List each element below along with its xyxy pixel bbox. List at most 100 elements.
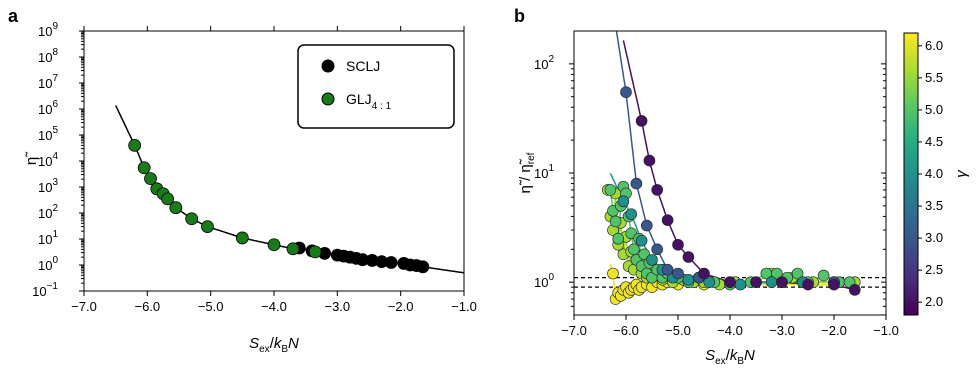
b-point: [651, 243, 664, 256]
colorbar-tick-label: 2.0: [925, 294, 943, 309]
a-ytick-exponent: 8: [52, 47, 58, 58]
a-ytick-exponent: 1: [52, 229, 58, 240]
colorbar-tick-label: 4.5: [925, 134, 943, 149]
a-ytick-exponent: 6: [52, 99, 58, 110]
panel-a-label: a: [8, 6, 19, 26]
legend-marker-glj: [321, 92, 335, 106]
colorbar-tick-label: 5.0: [925, 102, 943, 117]
ylabel-b-slash: /: [517, 173, 534, 186]
xlabel-b-B: B: [737, 356, 744, 367]
a-ytick-exponent: 5: [52, 125, 58, 136]
legend-label-glj: GLJ4 : 1: [346, 91, 392, 112]
b-ytick-exponent: 1: [548, 163, 554, 174]
a-ytick-label: 107: [38, 73, 58, 91]
a-ytick-label: 106: [38, 99, 58, 117]
a-xtick-label: −4.0: [261, 299, 287, 314]
panel-a-ylabel: η̃: [23, 151, 40, 165]
b-point: [651, 184, 664, 196]
a-point-glj: [267, 238, 281, 252]
legend-label-glj-main: GLJ: [346, 91, 372, 107]
b-point: [828, 278, 840, 291]
a-xtick-label: −1.0: [451, 299, 477, 314]
legend-marker-sclj: [321, 59, 335, 73]
a-point-glj: [161, 192, 175, 206]
b-point: [802, 278, 814, 291]
a-xtick-label: −5.0: [198, 299, 224, 314]
legend-label-sclj: SCLJ: [346, 58, 380, 74]
panel-b-frame: [573, 30, 887, 316]
a-ytick-label: 102: [38, 203, 58, 221]
a-ytick-label: 103: [38, 177, 58, 195]
b-point: [661, 263, 674, 276]
panel-a-plot: −7.0 −6.0 −5.0 −4.0 −3.0 −2.0 −1.010−110010110…: [23, 21, 477, 355]
b-point: [646, 254, 658, 266]
colorbar-tick-label: 6.0: [925, 38, 943, 53]
a-point-glj: [169, 201, 183, 215]
a-point-glj: [308, 245, 322, 259]
a-ytick-label: 100: [38, 255, 58, 273]
b-point: [609, 215, 622, 228]
b-xtick-label: −2.0: [821, 323, 847, 338]
xlabel-b-k: k: [730, 347, 739, 364]
b-ytick-label: 101: [534, 163, 554, 181]
b-point: [635, 234, 648, 247]
colorbar-tick-label: 3.0: [925, 230, 943, 245]
xlabel-a-S: S: [249, 335, 259, 352]
colorbar-tick-label: 2.5: [925, 262, 943, 277]
a-ytick-exponent: 9: [52, 21, 58, 32]
a-point-glj: [144, 172, 157, 186]
a-ytick-exponent: 0: [52, 255, 58, 266]
b-point: [817, 269, 830, 282]
colorbar-label: γ: [953, 169, 970, 178]
b-point: [672, 267, 684, 280]
a-ytick-label: 109: [38, 21, 58, 39]
xlabel-a-ex: ex: [259, 344, 270, 355]
b-point: [698, 267, 710, 280]
a-point-sclj: [384, 256, 398, 269]
b-point: [630, 177, 643, 190]
xlabel-b-N: N: [744, 347, 755, 364]
panel-b-label: b: [514, 6, 525, 26]
b-point: [643, 154, 656, 167]
panel-a-legend: SCLJ GLJ4 : 1: [297, 44, 455, 129]
panel-a-ticks: −7.0 −6.0 −5.0 −4.0 −3.0 −2.0 −1.010−110010110…: [32, 21, 477, 314]
xlabel-a-B: B: [281, 344, 288, 355]
b-xtick-label: −5.0: [665, 323, 691, 338]
legend-label-glj-sub: 4 : 1: [372, 101, 392, 112]
xlabel-a-N: N: [288, 335, 299, 352]
b-point: [750, 276, 762, 288]
a-xtick-label: −6.0: [134, 299, 160, 314]
b-point: [791, 267, 804, 280]
a-xtick-label: −3.0: [324, 299, 350, 314]
b-xtick-label: −1.0: [873, 323, 899, 338]
b-point: [617, 195, 630, 208]
legend-box: [297, 44, 455, 129]
colorbar-ticks: 2.0 2.5 3.0 3.5 4.0 4.5 5.0 5.5 6.0: [918, 38, 943, 309]
b-point: [661, 214, 674, 226]
a-point-glj: [201, 220, 214, 233]
xlabel-a-k: k: [274, 335, 283, 352]
b-point: [604, 184, 617, 196]
panel-a-points: [128, 138, 430, 274]
a-ytick-label: 105: [38, 125, 58, 143]
b-point: [776, 276, 788, 288]
b-point: [682, 274, 695, 286]
a-ytick-label: 108: [38, 47, 58, 65]
b-point: [620, 86, 632, 98]
a-point-glj: [137, 161, 151, 175]
b-point: [672, 238, 684, 251]
a-point-sclj: [416, 260, 430, 274]
a-ytick-label: 10−1: [32, 281, 58, 299]
b-point: [848, 284, 861, 296]
xlabel-b-slash: /: [726, 347, 731, 364]
b-ytick-label: 100: [534, 272, 554, 290]
b-point: [703, 276, 716, 288]
b-point: [640, 219, 653, 232]
xlabel-b-ex: ex: [715, 356, 726, 367]
a-point-glj: [286, 242, 300, 256]
b-ytick-exponent: 0: [548, 272, 554, 283]
colorbar-tick-label: 4.0: [925, 166, 943, 181]
ylabel-b-ref: ref: [526, 152, 537, 164]
